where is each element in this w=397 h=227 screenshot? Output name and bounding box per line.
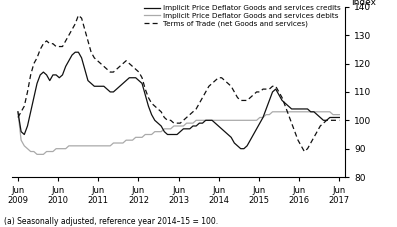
Legend: Implicit Price Deflator Goods and services credits, Implicit Price Deflator Good: Implicit Price Deflator Goods and servic… (144, 5, 340, 27)
Text: index: index (351, 0, 376, 7)
Text: (a) Seasonally adjusted, reference year 2014–15 = 100.: (a) Seasonally adjusted, reference year … (4, 217, 218, 226)
